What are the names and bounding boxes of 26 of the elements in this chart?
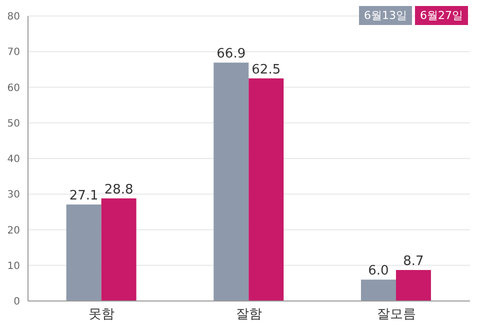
data-label: 66.9: [216, 46, 246, 62]
bar: [214, 62, 249, 301]
data-label: 27.1: [69, 188, 98, 204]
x-tick-label: 못함: [88, 307, 115, 322]
y-tick-label: 70: [7, 47, 20, 58]
bar: [360, 280, 396, 301]
y-tick-label: 10: [7, 260, 20, 272]
x-tick-label: 잘함: [236, 307, 262, 322]
bar: [101, 198, 136, 301]
y-tick-label: 30: [7, 190, 20, 201]
y-tick-label: 60: [7, 82, 20, 94]
data-label: 28.8: [104, 182, 134, 198]
y-tick-label: 40: [7, 154, 20, 166]
y-tick-label: 50: [7, 118, 20, 130]
text: 6월13일: [359, 6, 412, 25]
y-tick-label: 0: [14, 296, 20, 308]
y-tick-label: 20: [7, 225, 20, 236]
y-tick-label: 80: [7, 12, 20, 23]
bar: [248, 78, 284, 301]
data-label: 8.7: [403, 254, 424, 270]
text: 6월27일: [415, 6, 468, 25]
x-tick-label: 잘모름: [376, 307, 416, 322]
bar: [66, 204, 102, 301]
data-label: 6.0: [368, 264, 389, 279]
bar: [396, 270, 431, 301]
data-label: 62.5: [252, 62, 281, 78]
